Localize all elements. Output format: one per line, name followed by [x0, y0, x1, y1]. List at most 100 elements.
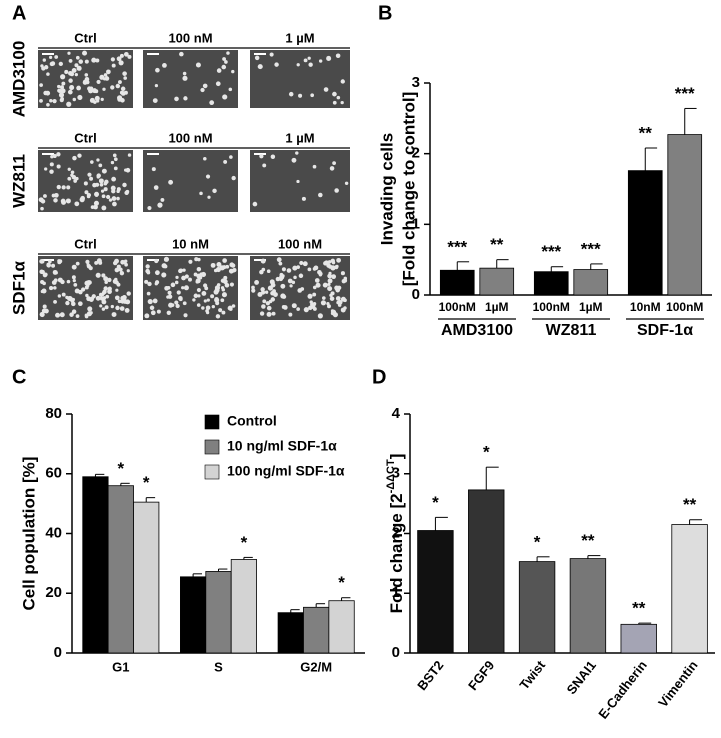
cell	[116, 282, 121, 287]
cell	[152, 298, 158, 304]
significance: **	[639, 123, 653, 142]
cell	[287, 278, 293, 284]
cell	[204, 286, 209, 291]
cell	[51, 280, 57, 285]
cell	[216, 262, 222, 268]
x-tick-label: SNAI1	[564, 658, 599, 697]
cell	[46, 72, 50, 76]
cell	[126, 269, 130, 273]
cell	[110, 304, 114, 309]
cell	[201, 291, 207, 296]
bar	[417, 530, 454, 654]
cell	[39, 83, 43, 87]
cell	[340, 271, 345, 276]
cell	[213, 289, 219, 295]
y-axis-label-text: Fold change [2	[387, 493, 406, 613]
cell	[116, 56, 122, 62]
cell	[95, 272, 101, 278]
cell	[82, 50, 88, 56]
cell	[260, 287, 265, 292]
cell	[215, 81, 221, 87]
cell	[57, 277, 63, 283]
cell	[93, 200, 99, 206]
cell	[313, 265, 319, 271]
cell	[51, 263, 56, 268]
cell	[251, 285, 255, 290]
cell	[107, 277, 112, 283]
cell	[94, 95, 100, 101]
cell	[223, 159, 228, 164]
significance: **	[632, 599, 646, 618]
cell	[336, 95, 341, 100]
significance: *	[534, 532, 541, 551]
cell	[175, 303, 180, 309]
cell	[48, 259, 52, 264]
column-label: 1 µM	[285, 130, 314, 145]
cell	[120, 299, 125, 304]
cell	[326, 263, 331, 268]
bar	[439, 269, 475, 296]
cell	[220, 286, 225, 290]
column-label: 100 nM	[168, 30, 212, 45]
cell	[53, 299, 57, 304]
bar	[569, 558, 607, 654]
cell	[69, 85, 75, 91]
cell	[85, 293, 89, 298]
cell	[182, 268, 186, 272]
cell	[84, 190, 89, 195]
cell	[84, 59, 89, 64]
cell	[53, 198, 58, 203]
error-bar	[315, 603, 326, 608]
cell	[120, 91, 126, 96]
cell	[111, 189, 116, 194]
x-tick-label: Vimentin	[655, 658, 701, 710]
cell	[327, 282, 331, 287]
cell	[69, 72, 75, 77]
cell	[110, 85, 115, 90]
cell	[60, 97, 65, 101]
significance: *	[338, 573, 345, 592]
cell	[205, 174, 211, 179]
cell	[168, 179, 174, 185]
cell	[89, 86, 94, 91]
cell	[312, 164, 317, 169]
cell	[43, 308, 49, 314]
cell	[72, 279, 76, 283]
cell	[205, 310, 210, 315]
cell	[57, 294, 62, 298]
cell	[78, 289, 83, 295]
cell	[162, 62, 167, 68]
column-label: Ctrl	[74, 236, 96, 251]
cell	[49, 99, 53, 103]
cell	[321, 296, 326, 300]
error-bar	[644, 147, 658, 171]
cell	[216, 68, 222, 73]
cell	[317, 313, 323, 319]
x-tick-label: S	[214, 659, 223, 674]
cell	[50, 155, 54, 159]
cell	[343, 298, 347, 303]
cell	[39, 98, 43, 103]
cell	[176, 290, 181, 295]
cell	[154, 83, 159, 88]
cell	[102, 77, 107, 81]
cell	[79, 197, 85, 203]
cell	[265, 301, 270, 306]
panel-label: B	[378, 2, 392, 24]
cell	[344, 181, 349, 186]
cell	[144, 313, 150, 319]
legend-swatch	[204, 414, 220, 430]
cell	[327, 304, 331, 309]
cell	[231, 175, 236, 181]
cell	[331, 260, 336, 265]
bar	[205, 571, 232, 654]
error-bar	[120, 482, 130, 486]
cell	[150, 310, 156, 316]
cell	[327, 273, 332, 279]
cell	[104, 305, 109, 310]
y-tick-label: 80	[45, 405, 62, 422]
x-tick-label: 1µM	[485, 300, 509, 314]
cell	[75, 55, 80, 60]
y-tick-label: 0	[54, 644, 62, 661]
bar	[277, 612, 304, 654]
